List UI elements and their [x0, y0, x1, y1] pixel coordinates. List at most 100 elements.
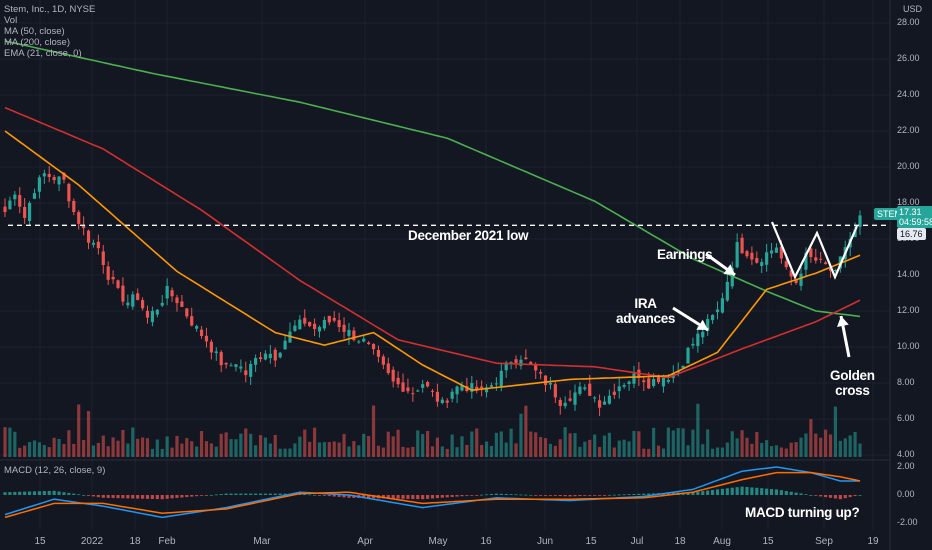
- volume-bar: [642, 448, 646, 457]
- legend-ma200[interactable]: MA (200, close): [4, 37, 70, 48]
- macd-histogram-bar: [155, 495, 159, 500]
- december-low-label: December 2021 low: [408, 228, 529, 243]
- macd-histogram-bar: [784, 491, 788, 495]
- macd-histogram-bar: [534, 495, 538, 496]
- macd-label: MACD turning up?: [745, 505, 860, 520]
- macd-histogram-bar: [416, 495, 420, 500]
- legend-ema[interactable]: EMA (21, close, 0): [4, 48, 82, 59]
- candle-body: [381, 356, 385, 365]
- volume-bar: [799, 437, 803, 457]
- candle-body: [131, 294, 135, 307]
- annotation-arrows: [672, 252, 851, 358]
- volume-bar: [524, 405, 528, 457]
- volume-bar: [121, 429, 125, 457]
- volume-bar: [170, 447, 174, 457]
- volume-bar: [696, 403, 700, 457]
- macd-histogram-bar: [494, 493, 498, 495]
- time-tick: 16: [480, 536, 492, 547]
- volume-bar: [57, 438, 61, 457]
- candle-body: [352, 330, 356, 341]
- candle-body: [37, 177, 41, 192]
- legend-ma50[interactable]: MA (50, close): [4, 26, 65, 37]
- candle-body: [543, 375, 548, 386]
- candle-body: [101, 251, 105, 265]
- price-tick: 22.00: [897, 125, 920, 135]
- volume-bar: [401, 446, 405, 457]
- volume-bar: [77, 404, 81, 457]
- candlesticks[interactable]: [3, 165, 862, 417]
- macd-histogram-bar: [32, 491, 37, 495]
- volume-bar: [784, 448, 788, 457]
- candle-body: [249, 364, 253, 377]
- volume-bar: [273, 435, 277, 457]
- macd-histogram-bar: [263, 493, 268, 495]
- macd-histogram-bar: [740, 486, 744, 495]
- candle-body: [784, 261, 788, 268]
- macd-histogram-bar: [180, 495, 184, 498]
- volume-bar: [602, 435, 607, 457]
- volume-bar: [131, 427, 135, 457]
- candle-body: [617, 386, 621, 392]
- candle-body: [627, 381, 631, 385]
- macd-histogram-bar: [828, 495, 833, 498]
- macd-histogram-bar: [588, 495, 592, 496]
- macd-histogram-bar: [62, 492, 66, 495]
- volume-bar: [760, 443, 764, 457]
- volume-bar: [652, 427, 656, 457]
- volume-bars: [3, 403, 862, 457]
- macd-histogram-bar: [254, 493, 258, 495]
- macd-histogram-bar: [106, 495, 110, 498]
- volume-bar: [288, 448, 292, 457]
- volume-bar: [843, 438, 847, 457]
- macd-histogram-bar: [819, 495, 823, 497]
- volume-bar: [396, 429, 400, 457]
- candle-body: [691, 343, 695, 346]
- candle-body: [121, 285, 125, 302]
- candle-body: [362, 338, 366, 342]
- volume-bar: [789, 442, 793, 457]
- macd-histogram-bar: [67, 492, 71, 495]
- candle-body: [367, 342, 371, 345]
- candle-body: [140, 300, 145, 309]
- candle-body: [209, 341, 213, 353]
- candle-body: [524, 357, 528, 360]
- ema-line: [4, 130, 861, 392]
- candle-body: [82, 224, 86, 229]
- macd-histogram-bar: [460, 495, 464, 497]
- legend-vol[interactable]: Vol: [4, 15, 18, 26]
- macd-histogram-bar: [367, 495, 371, 499]
- volume-bar: [676, 428, 680, 457]
- volume-bar: [750, 443, 754, 457]
- macd-histogram-bar: [553, 495, 557, 496]
- signal-line: [4, 471, 861, 519]
- candle-body: [607, 395, 611, 404]
- macd-histogram-bar: [362, 495, 366, 499]
- candle-body: [258, 357, 263, 360]
- volume-bar: [814, 433, 818, 457]
- candle-body: [774, 247, 779, 253]
- candle-body: [293, 325, 297, 331]
- volume-bar: [578, 446, 582, 457]
- time-tick: 15: [34, 536, 46, 547]
- golden-cross-line1: Golden: [830, 368, 875, 383]
- legend-symbol[interactable]: Stem, Inc., 1D, NYSE: [4, 4, 96, 15]
- macd-histogram-bar: [833, 495, 838, 499]
- volume-bar: [421, 434, 425, 457]
- macd-histogram-bar: [332, 495, 336, 497]
- macd-histogram-bar: [853, 495, 857, 497]
- volume-bar: [204, 441, 209, 457]
- volume-bar: [519, 413, 523, 457]
- macd-legend[interactable]: MACD (12, 26, close, 9): [4, 465, 106, 476]
- candle-body: [445, 400, 449, 403]
- volume-bar: [489, 445, 494, 457]
- macd-histogram-bar: [283, 493, 287, 495]
- candle-body: [804, 252, 808, 270]
- macd-histogram-bar: [27, 491, 32, 495]
- candle-body: [819, 258, 823, 260]
- macd-histogram-bar: [229, 493, 233, 495]
- ira-arrow-head: [696, 319, 708, 330]
- volume-bar: [23, 445, 27, 457]
- volume-bar: [563, 427, 567, 457]
- macd-histogram-bar: [548, 495, 553, 496]
